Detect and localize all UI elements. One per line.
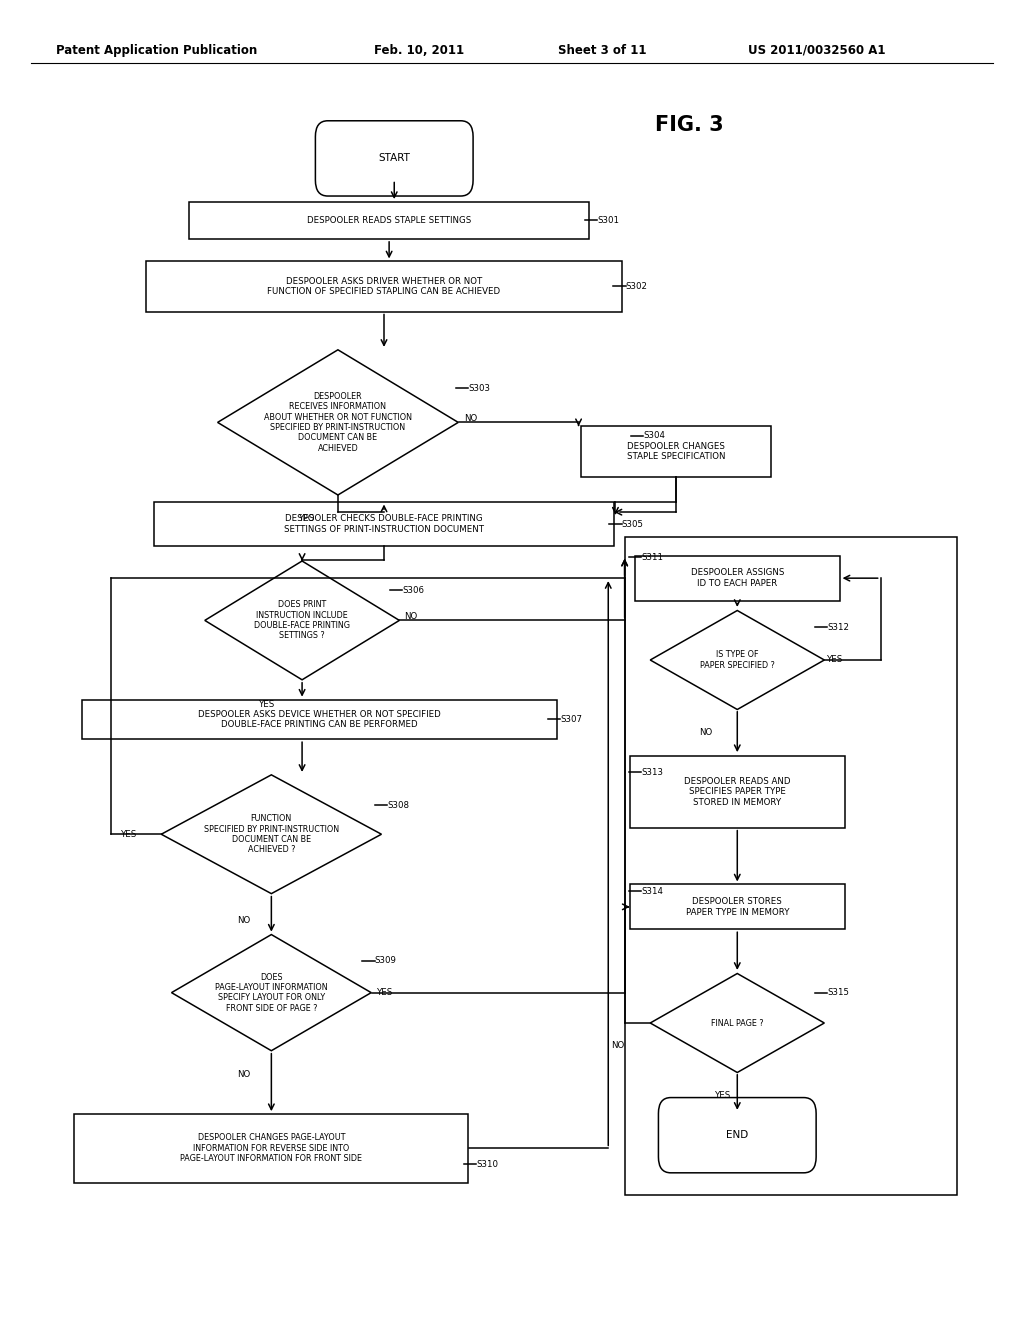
Polygon shape <box>218 350 459 495</box>
Text: S308: S308 <box>387 801 409 809</box>
Text: DOES PRINT
INSTRUCTION INCLUDE
DOUBLE-FACE PRINTING
SETTINGS ?: DOES PRINT INSTRUCTION INCLUDE DOUBLE-FA… <box>254 601 350 640</box>
FancyBboxPatch shape <box>658 1098 816 1172</box>
Text: US 2011/0032560 A1: US 2011/0032560 A1 <box>748 44 885 57</box>
Text: NO: NO <box>699 729 713 737</box>
FancyBboxPatch shape <box>625 537 957 1195</box>
FancyBboxPatch shape <box>315 121 473 195</box>
Text: FUNCTION
SPECIFIED BY PRINT-INSTRUCTION
DOCUMENT CAN BE
ACHIEVED ?: FUNCTION SPECIFIED BY PRINT-INSTRUCTION … <box>204 814 339 854</box>
FancyBboxPatch shape <box>189 202 589 239</box>
Text: DESPOOLER CHANGES
STAPLE SPECIFICATION: DESPOOLER CHANGES STAPLE SPECIFICATION <box>627 442 725 461</box>
Text: END: END <box>726 1130 749 1140</box>
Text: DESPOOLER CHANGES PAGE-LAYOUT
INFORMATION FOR REVERSE SIDE INTO
PAGE-LAYOUT INFO: DESPOOLER CHANGES PAGE-LAYOUT INFORMATIO… <box>180 1134 362 1163</box>
Text: S303: S303 <box>468 384 489 392</box>
Text: DESPOOLER
RECEIVES INFORMATION
ABOUT WHETHER OR NOT FUNCTION
SPECIFIED BY PRINT-: DESPOOLER RECEIVES INFORMATION ABOUT WHE… <box>264 392 412 453</box>
FancyBboxPatch shape <box>145 261 623 312</box>
Text: NO: NO <box>404 612 418 620</box>
Text: S301: S301 <box>597 216 618 224</box>
Text: DESPOOLER READS AND
SPECIFIES PAPER TYPE
STORED IN MEMORY: DESPOOLER READS AND SPECIFIES PAPER TYPE… <box>684 777 791 807</box>
Text: YES: YES <box>827 656 844 664</box>
Text: S315: S315 <box>827 989 849 997</box>
Text: S306: S306 <box>402 586 424 594</box>
Text: S302: S302 <box>626 282 647 290</box>
FancyBboxPatch shape <box>582 426 770 477</box>
Text: NO: NO <box>611 1041 625 1049</box>
Text: YES: YES <box>299 515 315 523</box>
FancyBboxPatch shape <box>75 1114 469 1183</box>
Text: DESPOOLER STORES
PAPER TYPE IN MEMORY: DESPOOLER STORES PAPER TYPE IN MEMORY <box>685 898 790 916</box>
FancyBboxPatch shape <box>82 700 557 739</box>
Text: S305: S305 <box>622 520 643 528</box>
Text: YES: YES <box>121 830 137 838</box>
Text: DESPOOLER ASKS DRIVER WHETHER OR NOT
FUNCTION OF SPECIFIED STAPLING CAN BE ACHIE: DESPOOLER ASKS DRIVER WHETHER OR NOT FUN… <box>267 277 501 296</box>
Text: IS TYPE OF
PAPER SPECIFIED ?: IS TYPE OF PAPER SPECIFIED ? <box>699 651 775 669</box>
Text: S313: S313 <box>641 768 663 776</box>
Text: Sheet 3 of 11: Sheet 3 of 11 <box>558 44 646 57</box>
Text: DESPOOLER READS STAPLE SETTINGS: DESPOOLER READS STAPLE SETTINGS <box>307 216 471 224</box>
Text: Feb. 10, 2011: Feb. 10, 2011 <box>374 44 464 57</box>
Text: YES: YES <box>377 989 393 997</box>
Polygon shape <box>650 974 824 1072</box>
FancyBboxPatch shape <box>630 884 845 929</box>
Polygon shape <box>650 610 824 710</box>
Text: S307: S307 <box>560 715 582 723</box>
Text: NO: NO <box>464 414 477 422</box>
Polygon shape <box>172 935 372 1051</box>
Text: FIG. 3: FIG. 3 <box>655 115 724 136</box>
Text: S311: S311 <box>641 553 663 561</box>
Text: START: START <box>378 153 411 164</box>
Text: Patent Application Publication: Patent Application Publication <box>56 44 258 57</box>
Text: DOES
PAGE-LAYOUT INFORMATION
SPECIFY LAYOUT FOR ONLY
FRONT SIDE OF PAGE ?: DOES PAGE-LAYOUT INFORMATION SPECIFY LAY… <box>215 973 328 1012</box>
FancyBboxPatch shape <box>635 556 840 601</box>
Text: FINAL PAGE ?: FINAL PAGE ? <box>711 1019 764 1027</box>
Text: S309: S309 <box>375 957 396 965</box>
Text: DESPOOLER CHECKS DOUBLE-FACE PRINTING
SETTINGS OF PRINT-INSTRUCTION DOCUMENT: DESPOOLER CHECKS DOUBLE-FACE PRINTING SE… <box>284 515 484 533</box>
Polygon shape <box>162 775 381 894</box>
Polygon shape <box>205 561 399 680</box>
Text: DESPOOLER ASKS DEVICE WHETHER OR NOT SPECIFIED
DOUBLE-FACE PRINTING CAN BE PERFO: DESPOOLER ASKS DEVICE WHETHER OR NOT SPE… <box>198 710 441 729</box>
FancyBboxPatch shape <box>630 755 845 829</box>
Text: NO: NO <box>238 1071 251 1078</box>
Text: NO: NO <box>238 916 251 924</box>
Text: YES: YES <box>715 1092 731 1100</box>
Text: YES: YES <box>259 701 275 709</box>
Text: S314: S314 <box>641 887 663 895</box>
Text: S310: S310 <box>476 1160 498 1168</box>
Text: DESPOOLER ASSIGNS
ID TO EACH PAPER: DESPOOLER ASSIGNS ID TO EACH PAPER <box>690 569 784 587</box>
Text: S312: S312 <box>827 623 849 631</box>
FancyBboxPatch shape <box>154 502 614 546</box>
Text: S304: S304 <box>643 432 665 440</box>
